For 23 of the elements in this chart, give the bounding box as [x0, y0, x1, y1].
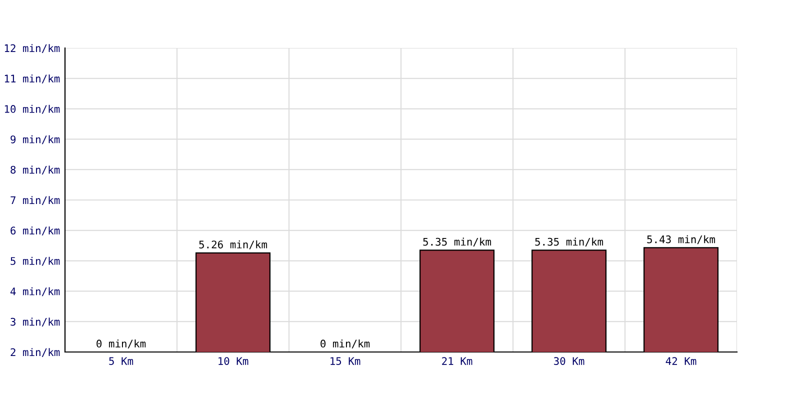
y-tick-label: 5 min/km	[10, 256, 60, 266]
y-tick-label: 8 min/km	[10, 166, 60, 175]
text: 0 min/km	[320, 339, 370, 348]
y-tick-label: 7 min/km	[10, 196, 60, 205]
y-tick-label: 12 min/km	[4, 44, 60, 53]
y-tick-label: 2 min/km	[10, 348, 60, 357]
text: 0 min/km	[96, 339, 146, 348]
data-label: 5.43 min/km	[647, 235, 715, 244]
y-tick-label: 4 min/km	[10, 287, 60, 296]
y-tick-label: 10 min/km	[4, 104, 60, 114]
x-tick-label: 21 Km	[442, 357, 472, 365]
x-tick-label: 5 Km	[109, 357, 134, 365]
data-label: 5.35 min/km	[423, 238, 491, 247]
x-tick-label: 10 Km	[218, 357, 248, 365]
y-tick-label: 11 min/km	[4, 74, 60, 84]
y-tick-label: 6 min/km	[10, 226, 60, 236]
data-label: 5.26 min/km	[199, 240, 267, 250]
x-tick-label: 15 Km	[330, 357, 360, 365]
x-tick-label: 30 Km	[554, 357, 584, 365]
y-tick-label: 3 min/km	[10, 318, 60, 327]
y-tick-label: 9 min/km	[10, 135, 60, 144]
data-label: 5.35 min/km	[535, 238, 603, 247]
x-tick-label: 42 Km	[666, 357, 696, 365]
